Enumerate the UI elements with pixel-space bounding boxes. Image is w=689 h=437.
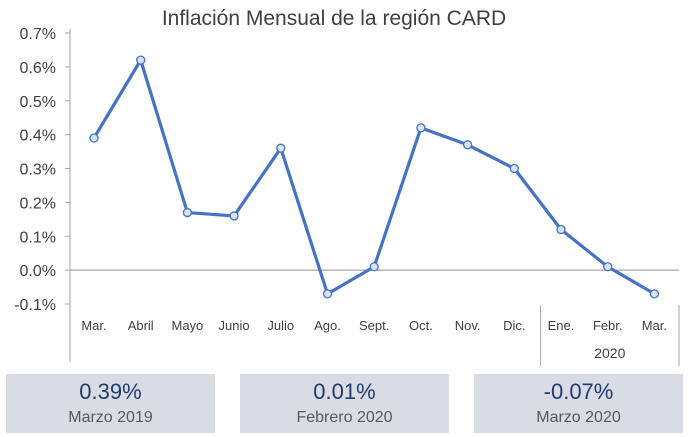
stat-value: 0.39% [79, 379, 142, 404]
data-point [89, 133, 99, 143]
data-point [322, 289, 333, 299]
x-tick-label: Julio [267, 318, 294, 333]
chart-title: Inflación Mensual de la región CARD [162, 7, 506, 30]
x-tick-label: Dic. [503, 318, 525, 333]
y-tick-label: 0.1% [20, 229, 56, 246]
stat-label: Febrero 2020 [296, 409, 393, 426]
stat-card-marzo-2020: -0.07% Marzo 2020 [474, 374, 683, 433]
y-tick-label: 0.7% [20, 26, 56, 43]
y-tick-label: -0.1% [14, 297, 56, 314]
x-tick-label: Nov. [455, 318, 481, 333]
group-year-label: 2020 [594, 345, 625, 361]
stat-label: Marzo 2020 [536, 409, 621, 426]
stat-value: 0.01% [313, 379, 376, 404]
y-tick-label: 0.6% [20, 60, 56, 77]
data-point [136, 55, 146, 65]
data-point [603, 262, 613, 272]
series-group [89, 55, 660, 299]
data-point [276, 143, 286, 153]
x-tick-label: Mayo [172, 318, 204, 333]
data-point [369, 262, 379, 272]
y-tick-label: 0.2% [20, 195, 56, 212]
y-tick-label: 0.4% [20, 128, 56, 145]
data-point [509, 163, 519, 174]
stat-value: -0.07% [543, 379, 614, 404]
x-tick-label: Abril [128, 318, 154, 333]
series-line [92, 58, 657, 296]
data-point [229, 211, 239, 221]
y-axis: 0.7% 0.6% 0.5% 0.4% 0.3% 0.2% 0.1% 0.0% -0.1% [14, 26, 71, 362]
data-point [462, 140, 473, 150]
x-tick-label: Mar. [642, 318, 667, 333]
x-tick-label: Mar. [81, 318, 106, 333]
y-tick-label: 0.5% [20, 94, 56, 111]
data-point [182, 207, 193, 218]
y-tick-label: 0.0% [20, 263, 56, 280]
x-tick-label: Ene. [548, 318, 575, 333]
stat-card-febrero-2020: 0.01% Febrero 2020 [240, 374, 449, 433]
x-tick-label: Junio [219, 318, 250, 333]
inflation-line-chart: Inflación Mensual de la región CARD 0.7%… [14, 7, 680, 366]
data-point [556, 224, 566, 235]
stat-label: Marzo 2019 [68, 409, 153, 426]
data-point [416, 123, 426, 133]
x-tick-label: Oct. [409, 318, 433, 333]
x-tick-label: Febr. [593, 318, 623, 333]
x-tick-label: Ago. [314, 318, 341, 333]
y-tick-label: 0.3% [20, 162, 56, 179]
data-point [649, 289, 660, 299]
x-axis: Mar. Abril Mayo Junio Julio Ago. Sept. Oct. Nov.… [70, 269, 680, 366]
x-tick-label: Sept. [359, 318, 389, 333]
stat-card-marzo-2019: 0.39% Marzo 2019 [6, 374, 215, 433]
